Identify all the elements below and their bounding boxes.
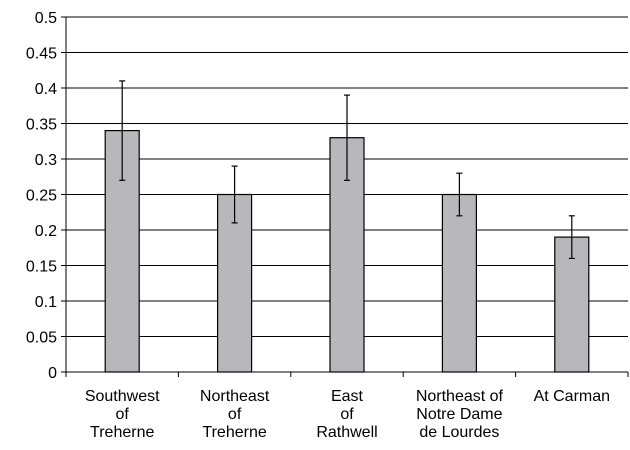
axes [61, 16, 629, 377]
x-category-label: Northeast of Treherne [200, 388, 270, 441]
y-tick-label: 0.3 [35, 152, 57, 169]
x-category-label-line: of [116, 406, 130, 423]
bar [554, 236, 590, 373]
error-bars [119, 80, 575, 259]
x-category-label-line: Southwest [85, 388, 160, 405]
x-category-label-line: of [228, 406, 242, 423]
x-category-label: Southwest of Treherne [85, 388, 160, 441]
y-axis-tick-labels: 0 0.05 0.1 0.15 0.2 0.25 0.3 0.35 0.4 0.45 0.5 [26, 10, 57, 382]
y-tick-label: 0.45 [26, 46, 57, 63]
y-tick-label: 0.25 [26, 188, 57, 205]
x-category-label-line: Northeast [200, 388, 270, 405]
bar [217, 193, 253, 373]
y-tick-label: 0.35 [26, 117, 57, 134]
x-category-label-line: East [331, 388, 364, 405]
x-category-label-line: of [340, 406, 354, 423]
y-tick-label: 0 [48, 365, 57, 382]
x-category-label-line: Rathwell [316, 424, 377, 441]
x-category-label: Northeast of Notre Dame de Lourdes [416, 388, 504, 441]
x-category-label: At Carman [534, 388, 610, 405]
x-category-label-line: Treherne [90, 424, 154, 441]
y-tick-label: 0.05 [26, 330, 57, 347]
bar [441, 193, 477, 373]
y-tick-label: 0.4 [35, 81, 57, 98]
y-tick-label: 0.1 [35, 294, 57, 311]
y-tick-label: 0.15 [26, 259, 57, 276]
x-category-label-line: de Lourdes [419, 424, 499, 441]
x-category-label-line: Treherne [202, 424, 266, 441]
y-tick-label: 0.2 [35, 223, 57, 240]
x-category-label: East of Rathwell [316, 388, 377, 441]
x-category-label-line: Notre Dame [416, 406, 502, 423]
y-tick-label: 0.5 [35, 10, 57, 27]
x-category-label-line: At Carman [534, 388, 610, 405]
x-category-label-line: Northeast of [416, 388, 504, 405]
